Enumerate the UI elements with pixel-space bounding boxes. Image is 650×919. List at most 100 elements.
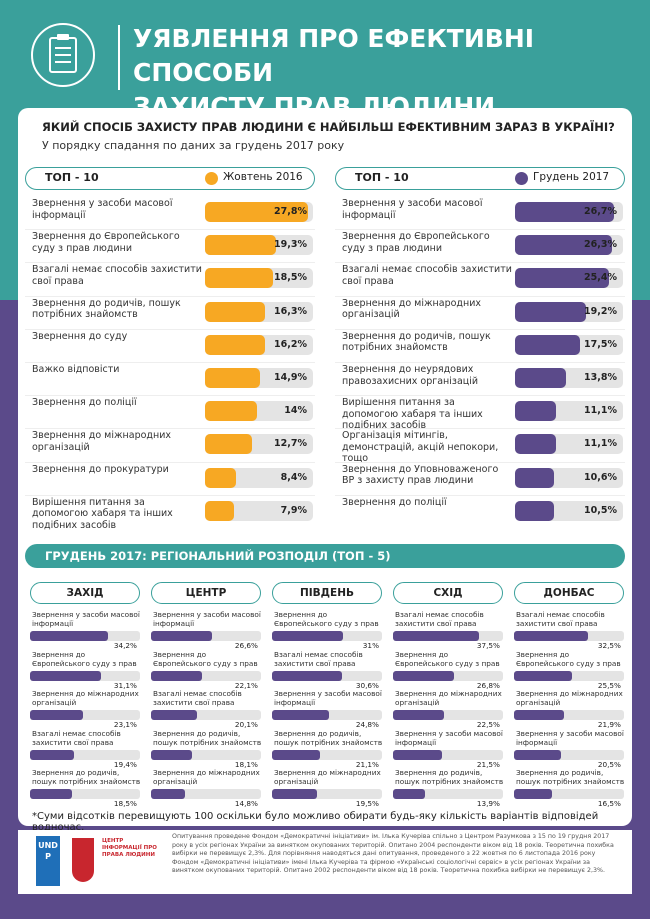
- bar: [393, 670, 455, 681]
- region-name: ЗАХІД: [66, 587, 104, 599]
- item-label: Звернення до суду: [32, 330, 128, 342]
- bar: [205, 434, 252, 455]
- value-label: 22,5%: [476, 720, 500, 729]
- bar: [151, 710, 197, 720]
- bar: [515, 401, 556, 422]
- value-label: 30,6%: [355, 680, 379, 690]
- region-header: [272, 582, 382, 604]
- legend-label: Жовтень 2016: [223, 171, 303, 183]
- bar-track: [514, 749, 624, 760]
- bar: [30, 789, 73, 799]
- region-header: [514, 582, 624, 604]
- bar: [515, 334, 580, 355]
- row-divider: [25, 494, 315, 496]
- value-label: 10,5%: [584, 504, 617, 516]
- bar-track: [30, 749, 140, 760]
- bar: [515, 434, 556, 455]
- bar: [151, 749, 193, 760]
- bar: [515, 467, 555, 488]
- bar: [205, 500, 235, 521]
- value-label: 23,1%: [113, 720, 137, 729]
- panel-heading: ТОП - 10: [355, 171, 409, 184]
- item-label: Звернення до міжнародних організацій: [342, 297, 481, 321]
- bar: [205, 235, 277, 256]
- bar-track: [151, 789, 261, 799]
- row-divider: [335, 328, 625, 330]
- value-label: 21,9%: [597, 720, 621, 729]
- regional-title: ГРУДЕНЬ 2017: РЕГІОНАЛЬНИЙ РОЗПОДІЛ (ТОП…: [45, 549, 391, 563]
- center-logo: ЦЕНТР ІНФОРМАЦІЇ ПРО ПРАВА ЛЮДИНИ: [102, 838, 157, 858]
- item-label: Взагалі немає способів захистити свої пр…: [32, 264, 202, 287]
- bar: [272, 749, 321, 760]
- item-label: Звернення до міжнародних організацій: [395, 689, 502, 707]
- bar: [205, 368, 260, 388]
- item-label: Важко відповісти: [32, 364, 120, 375]
- bar: [393, 789, 425, 799]
- value-label: 17,5%: [584, 338, 617, 350]
- item-label: Звернення до Уповноваженого ВР з захисту…: [342, 463, 499, 487]
- footer-box: [18, 830, 632, 894]
- value-label: 13,9%: [476, 799, 500, 808]
- value-label: 16,2%: [274, 338, 307, 350]
- item-label: Звернення до Європейського суду з прав л…: [342, 231, 490, 254]
- bar-track: [30, 710, 140, 720]
- bar: [393, 749, 443, 760]
- value-label: 14,9%: [274, 372, 307, 383]
- row-divider: [25, 428, 315, 430]
- region-header: [30, 582, 140, 604]
- row-divider: [335, 229, 625, 231]
- footnote: *Суми відсотків перевищують 100 оскільки…: [32, 811, 599, 833]
- title-line: УЯВЛЕННЯ ПРО ЕФЕКТИВНІ СПОСОБИ: [133, 24, 535, 87]
- bar: [205, 401, 257, 422]
- value-label: 11,1%: [584, 405, 617, 417]
- region-name: СХІД: [433, 587, 463, 599]
- value-label: 18,5%: [113, 799, 137, 808]
- bar: [514, 789, 552, 799]
- item-label: Вирішення питання за допомогою хабаря та…: [32, 496, 173, 531]
- item-label: Взагалі немає способів захистити свої пр…: [395, 610, 484, 628]
- value-label: 20,5%: [597, 759, 621, 769]
- region-header: [151, 582, 261, 604]
- row-divider: [335, 395, 625, 397]
- item-label: Звернення у засоби масової інформації: [32, 198, 173, 221]
- region-header: [393, 582, 503, 604]
- value-label: 24,8%: [355, 720, 379, 729]
- crest: [72, 838, 94, 882]
- icon: [31, 23, 95, 87]
- bar-track: [151, 670, 261, 681]
- row-divider: [25, 262, 315, 264]
- bar: [514, 749, 561, 760]
- value-label: 14,8%: [234, 799, 258, 808]
- panel-heading: ТОП - 10: [45, 171, 99, 184]
- bar-track: [514, 710, 624, 720]
- item-label: Звернення до прокуратури: [32, 463, 169, 475]
- bar: [272, 670, 342, 681]
- row-divider: [335, 461, 625, 463]
- bar: [30, 631, 109, 641]
- bar: [272, 710, 329, 720]
- item-label: Звернення у засоби масової інформації: [274, 689, 382, 707]
- item-label: Взагалі немає способів захистити свої пр…: [153, 689, 242, 707]
- bar-track: [393, 710, 503, 720]
- value-label: 20,1%: [234, 720, 258, 729]
- region-name: ЦЕНТР: [185, 587, 227, 599]
- bar-track: [151, 710, 261, 720]
- region-name: ДОНБАС: [543, 587, 595, 599]
- bar-track: [30, 789, 140, 799]
- value-label: 25,4%: [584, 272, 617, 284]
- item-label: Взагалі немає способів захистити свої пр…: [516, 610, 605, 628]
- value-label: 19,4%: [113, 759, 137, 769]
- value-label: 31%: [362, 641, 379, 650]
- item-label: Звернення до Європейського суду з прав л…: [32, 231, 180, 254]
- row-divider: [25, 229, 315, 231]
- item-label: Звернення у засоби масової інформації: [342, 198, 483, 221]
- item-label: Взагалі немає способів захистити свої пр…: [342, 264, 512, 287]
- value-label: 19,5%: [355, 799, 379, 808]
- value-label: 11,1%: [584, 438, 617, 450]
- panel-header: [335, 167, 625, 190]
- item-label: Звернення до родичів, пошук потрібних зн…: [153, 728, 262, 747]
- bar: [514, 631, 589, 641]
- subtitle: У порядку спадання по даних за грудень 2…: [42, 139, 345, 152]
- value-label: 16,3%: [274, 305, 307, 317]
